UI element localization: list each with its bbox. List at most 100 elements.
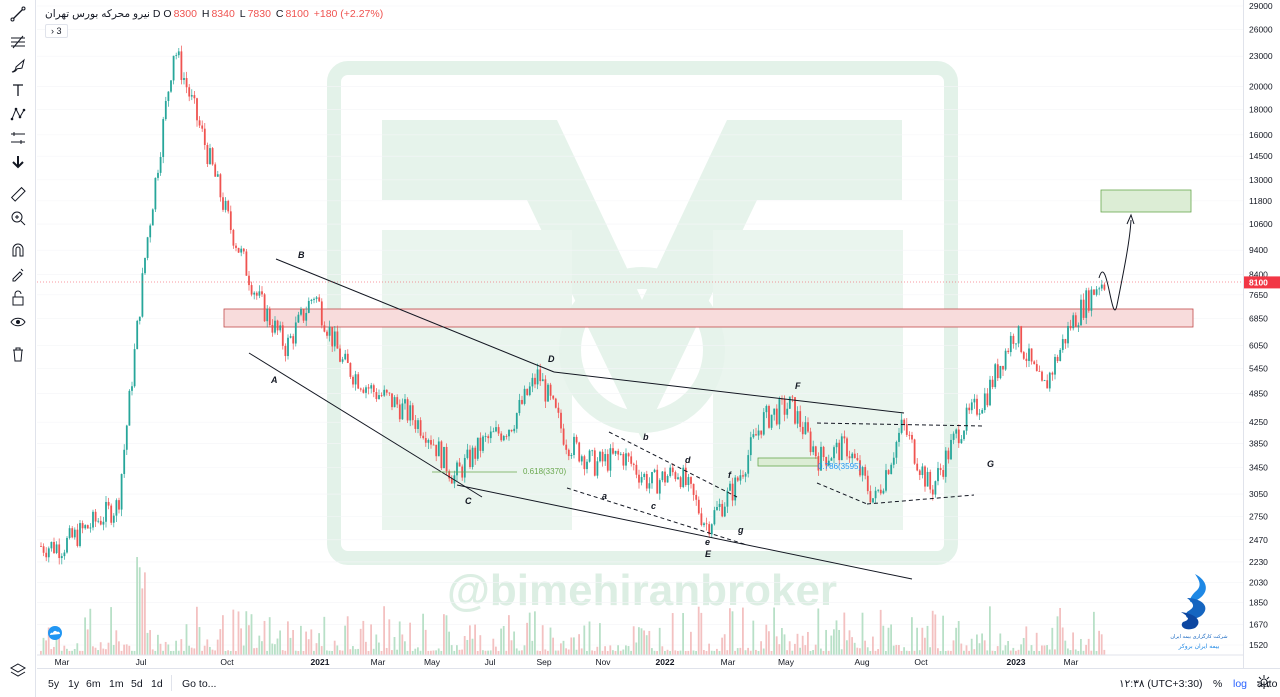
trend-line-tool-icon[interactable] [6, 4, 30, 24]
indicator-collapse-button[interactable]: › 3 [45, 24, 68, 38]
volume-bar [40, 650, 42, 655]
candle [266, 305, 269, 328]
candle [635, 460, 638, 479]
volume-bar [406, 650, 409, 655]
range-1y-button[interactable]: 1y [68, 678, 80, 690]
range-6m-button[interactable]: 6m [86, 678, 101, 690]
candle [328, 320, 331, 342]
resistance-zone[interactable] [223, 308, 1194, 328]
trend-line-lower-2[interactable] [456, 484, 913, 580]
lock-drawing-icon[interactable] [6, 264, 30, 284]
candle [136, 319, 139, 350]
candle [164, 96, 167, 121]
ruler-icon[interactable] [6, 184, 30, 204]
volume-bar [328, 650, 331, 655]
candle [357, 371, 360, 390]
candle [1059, 348, 1062, 362]
candle [744, 471, 747, 483]
projection-tool-icon[interactable] [6, 128, 30, 148]
range-line-bottom-2[interactable] [866, 494, 975, 505]
candle [97, 517, 100, 524]
volume-bar [372, 648, 375, 655]
legend-symbol[interactable]: نیرو محرکه [101, 8, 150, 20]
range-1d-button[interactable]: 1d [151, 678, 163, 690]
volume-bar [206, 639, 209, 655]
volume-bar [531, 640, 534, 655]
arrow-down-icon[interactable] [6, 152, 30, 172]
magnet-icon[interactable] [6, 240, 30, 260]
trend-line-lower[interactable] [248, 352, 483, 498]
candle [952, 431, 955, 445]
trash-icon[interactable] [6, 344, 30, 364]
candle [219, 173, 222, 202]
wedge-line-1[interactable] [608, 431, 738, 498]
candle [749, 431, 752, 461]
legend-timeframe[interactable]: D [152, 8, 161, 20]
price-chart[interactable]: @bimehiranbroker [37, 0, 1243, 668]
candle [544, 375, 547, 408]
wave-label: a [602, 491, 607, 501]
layers-icon[interactable] [6, 660, 30, 680]
target-zone[interactable] [1100, 189, 1192, 213]
volume-bar [918, 650, 921, 655]
candle [684, 463, 687, 487]
candle [232, 228, 235, 249]
chart-pane[interactable]: @bimehiranbroker [37, 0, 1243, 668]
range-1m-button[interactable]: 1m [109, 678, 124, 690]
candle [435, 444, 438, 462]
candle [606, 449, 609, 473]
cloud-logo-icon[interactable] [45, 626, 65, 640]
candle [1048, 371, 1051, 392]
trend-line-upper-2[interactable] [553, 371, 905, 414]
range-line-bottom-1[interactable] [816, 482, 868, 505]
volume-bar [952, 640, 955, 655]
time-readout[interactable]: ۱۲:۳۸ (UTC+3:30) [1119, 678, 1203, 690]
candle [209, 143, 211, 166]
candle [1074, 312, 1077, 327]
volume-bar [1041, 645, 1043, 655]
wave-labels: A B C D E F Ga b c d e f g 0.618(3370) 0.786(3595) [270, 250, 994, 559]
percent-scale-button[interactable]: % [1213, 678, 1223, 690]
trend-line-upper[interactable] [275, 258, 555, 373]
fib-zone[interactable] [757, 457, 819, 467]
zoom-in-icon[interactable] [6, 208, 30, 228]
candle [957, 424, 960, 448]
price-tick-label: 1520 [1249, 640, 1268, 650]
log-scale-button[interactable]: log [1233, 678, 1248, 690]
volume-bar [578, 634, 580, 655]
range-5d-button[interactable]: 5d [131, 678, 143, 690]
candle [651, 471, 653, 489]
gear-icon[interactable] [1256, 674, 1272, 690]
pattern-tool-icon[interactable] [6, 104, 30, 124]
price-axis[interactable]: 29000 26000 23000 20000 18000 16000 14500 13000… [1243, 0, 1280, 668]
volume-bar [877, 649, 879, 655]
range-5y-button[interactable]: 5y [48, 678, 60, 690]
fib-tool-icon[interactable] [6, 32, 30, 52]
candle [42, 543, 45, 557]
candle [391, 393, 393, 411]
candle [976, 394, 978, 417]
volume-bar [292, 630, 294, 655]
candle [567, 448, 570, 461]
projection-arrow[interactable] [1098, 219, 1132, 311]
lock-icon[interactable] [6, 288, 30, 308]
auto-scale-button[interactable]: auto [1257, 678, 1278, 690]
eye-icon[interactable] [6, 312, 30, 332]
volume-bar [762, 648, 765, 655]
goto-button[interactable]: Go to... [182, 678, 217, 690]
volume-bar [549, 627, 552, 655]
volume-bar [94, 647, 97, 655]
volume-bar [890, 624, 892, 655]
volume-bar [926, 625, 929, 655]
volume-bar [788, 641, 791, 655]
volume-bar [333, 640, 336, 655]
candle [245, 248, 248, 276]
candle [1043, 379, 1046, 382]
volume-bar [164, 641, 167, 655]
text-tool-icon[interactable] [6, 80, 30, 100]
candle [471, 445, 474, 470]
high-label: H [201, 8, 210, 20]
brush-tool-icon[interactable] [6, 56, 30, 76]
wedge-line-2[interactable] [566, 487, 748, 546]
candle [682, 464, 685, 489]
